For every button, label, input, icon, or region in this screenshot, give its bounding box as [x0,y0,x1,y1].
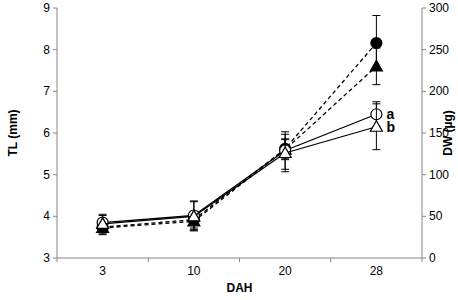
x-tick [148,258,149,262]
x-label: DAH [227,281,253,295]
error-cap [190,201,198,202]
error-cap [372,15,380,16]
y-tick [53,49,57,50]
error-cap [190,200,198,201]
y-tick [53,174,57,175]
y2-tick-label: 50 [429,209,443,223]
y-tick-label: 3 [43,251,50,265]
y-tick [53,216,57,217]
series-line [103,127,377,224]
y-tick-label: 5 [43,168,50,182]
y-tick-label: 8 [43,43,50,57]
y2-tick [422,258,426,259]
error-cap [281,171,289,172]
marker [371,38,382,49]
marker [279,147,291,158]
error-cap [99,214,107,215]
y-label: TL (mm) [6,109,20,156]
error-cap [281,131,289,132]
error-cap [99,232,107,233]
x-tick [57,258,58,262]
series-line [103,43,377,227]
error-cap [372,84,380,85]
y2-tick [422,49,426,50]
marker [188,210,199,221]
x-tick [239,258,240,262]
error-cap [372,48,380,49]
y-tick-label: 7 [43,84,50,98]
x-tick-label: 10 [187,264,201,278]
y-tick [53,8,57,9]
error-cap [372,149,380,150]
y2-tick [422,216,426,217]
marker [188,210,200,221]
annotation: b [386,119,395,135]
y-tick [53,91,57,92]
y-tick [53,133,57,134]
marker [370,121,382,132]
y-tick [53,258,57,259]
marker [97,218,109,229]
error-cap [190,230,198,231]
y2-tick-label: 0 [429,251,436,265]
error-cap [372,101,380,102]
plot-area [97,16,383,235]
y2-label: DW (µg) [441,110,455,156]
y-tick-label: 9 [43,1,50,15]
y2-tick [422,174,426,175]
chart: 34567890501001502002503003102028DAHTL (m… [0,0,458,300]
y2-tick-label: 100 [429,168,449,182]
error-cap [99,234,107,235]
x-tick [330,258,331,262]
series-line [103,114,377,222]
error-cap [281,134,289,135]
marker [370,60,382,71]
y2-tick-label: 300 [429,1,449,15]
y2-tick-label: 200 [429,84,449,98]
y2-tick-label: 250 [429,43,449,57]
y2-tick [422,133,426,134]
x-tick-label: 28 [370,264,384,278]
y-tick-label: 4 [43,209,50,223]
series-line [103,66,377,228]
marker [97,217,108,228]
y2-tick [422,8,426,9]
y2-tick [422,91,426,92]
x-tick-label: 20 [278,264,292,278]
error-cap [372,103,380,104]
x-tick-label: 3 [99,264,106,278]
y-tick-label: 6 [43,126,50,140]
x-tick [422,258,423,262]
error-cap [99,215,107,216]
